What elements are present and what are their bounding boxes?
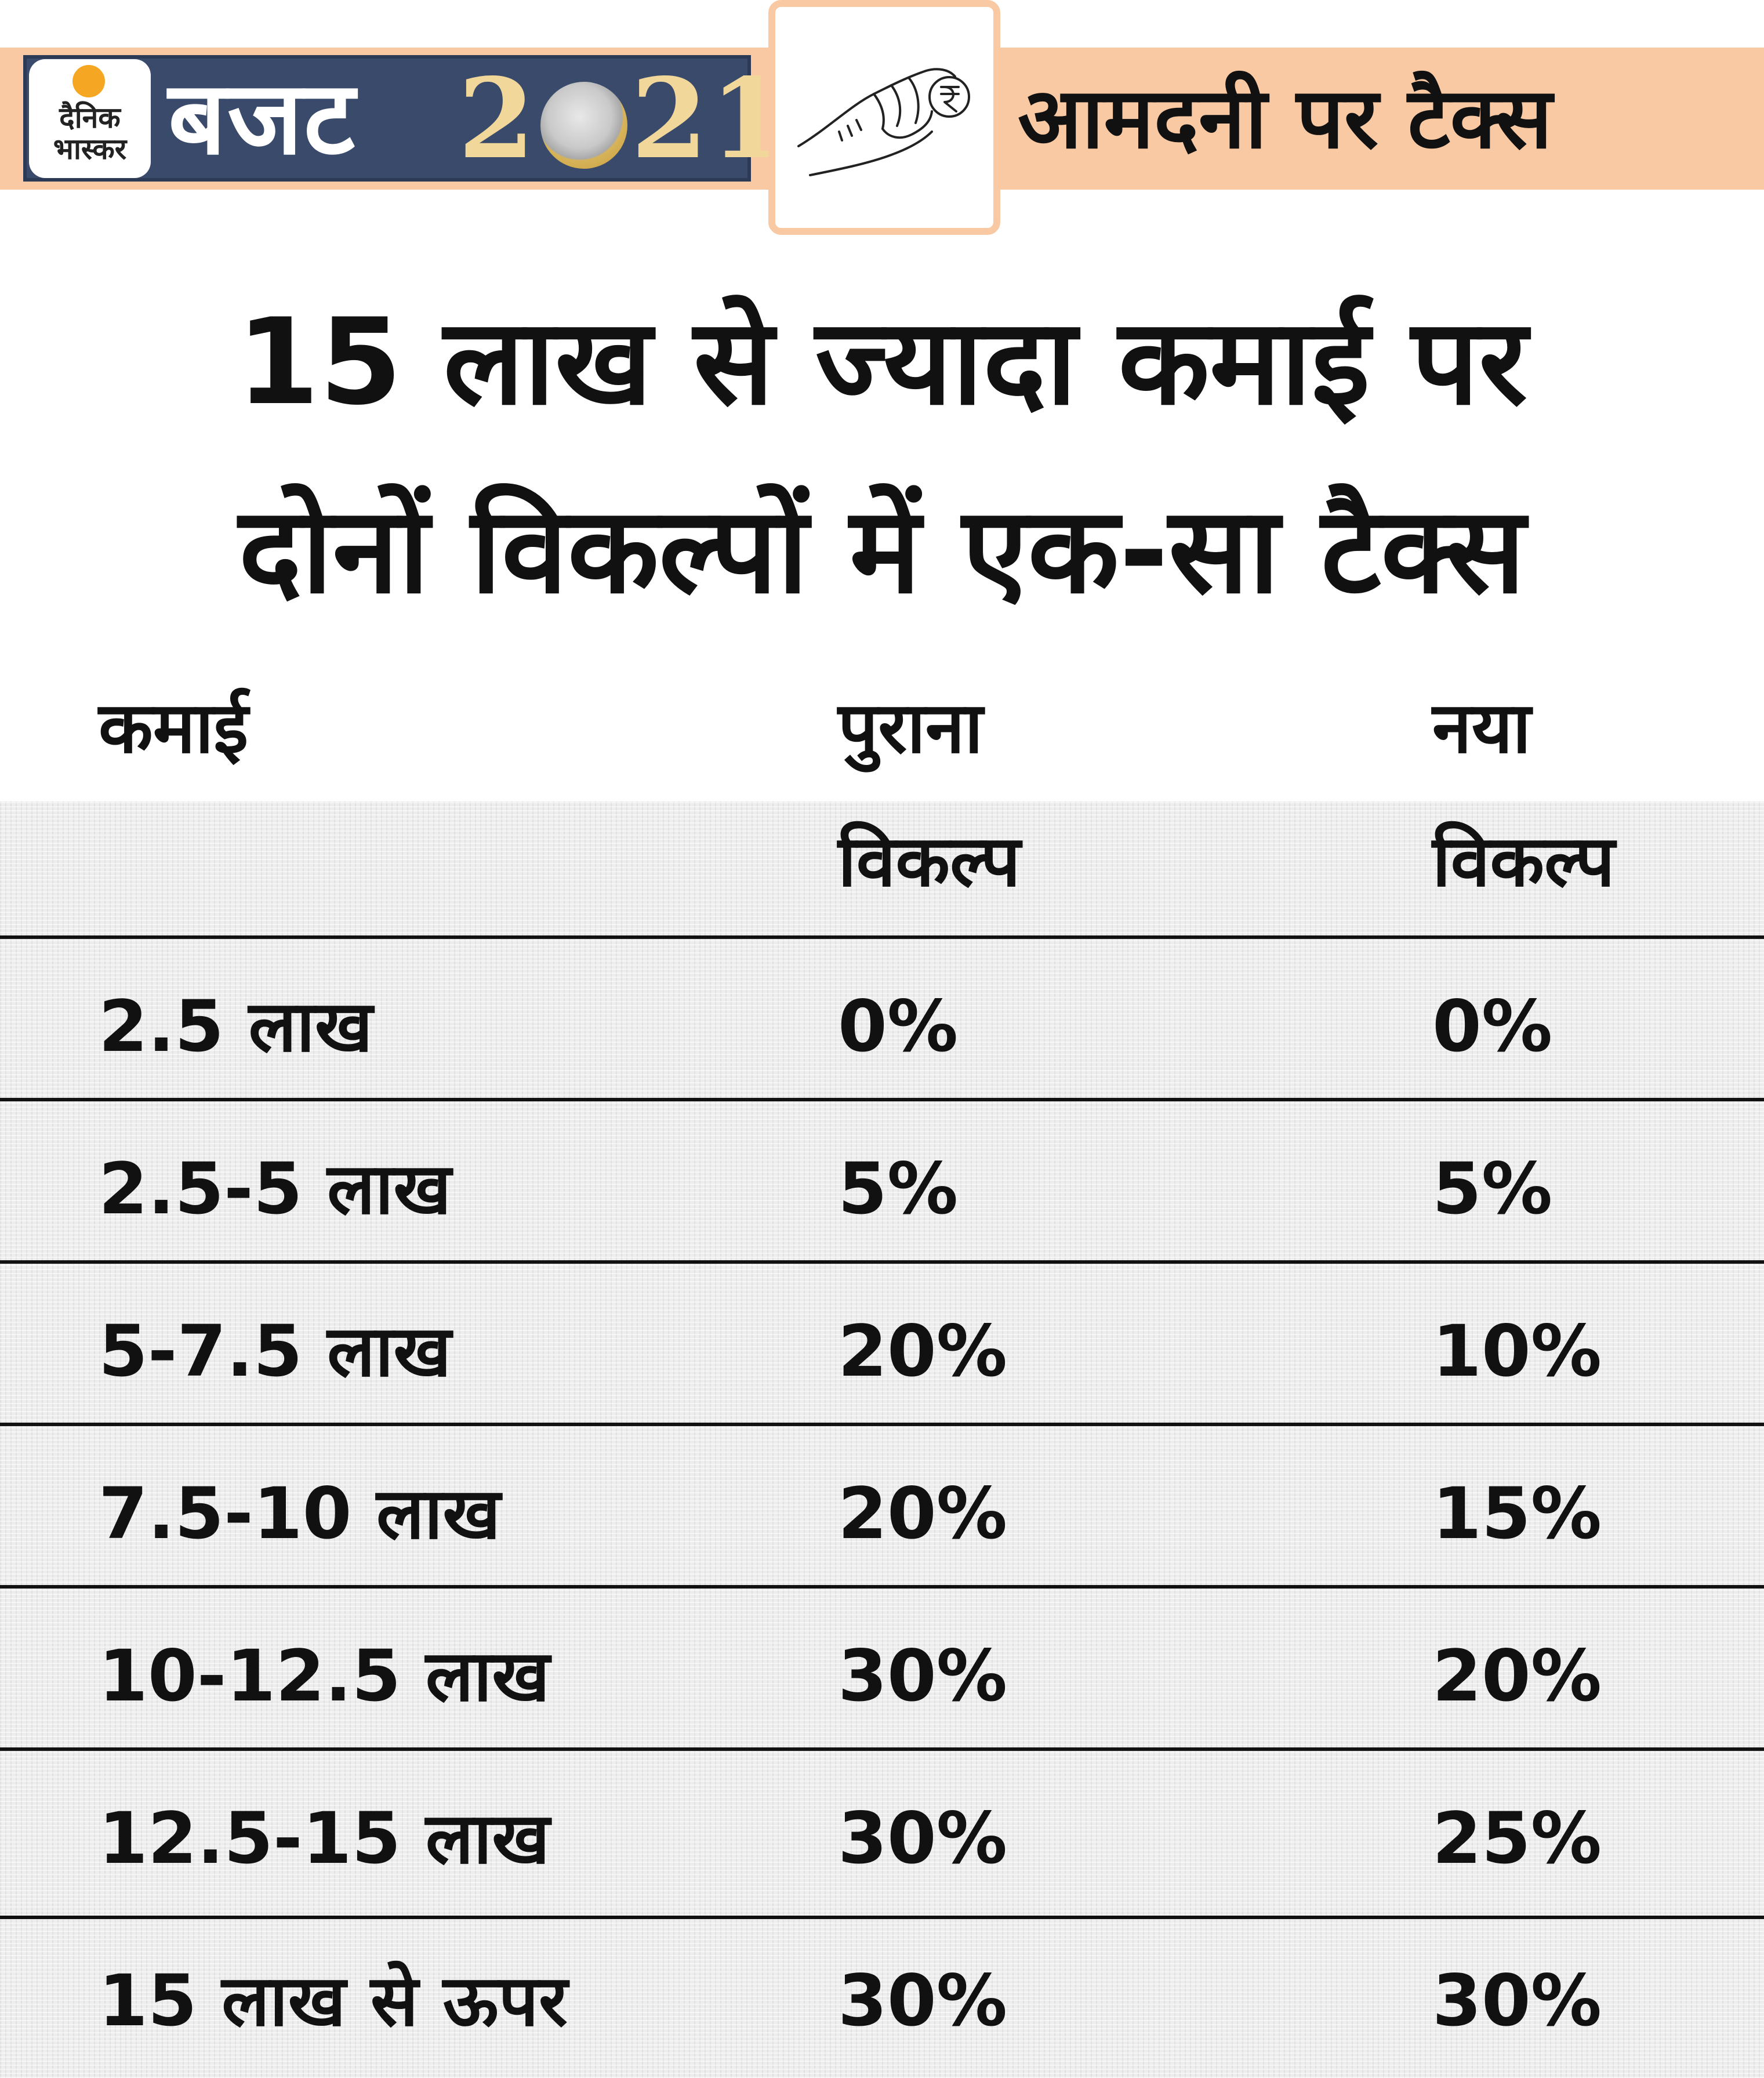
table-cell-old: 20% [838,1310,1008,1392]
year-digit-left: 2 [458,54,538,183]
table-cell-old: 30% [838,1960,1008,2042]
column-header-old-line2: विकल्प [838,820,1021,902]
sun-icon [72,65,105,97]
table-cell-income: 7.5-10 लाख [99,1473,501,1555]
budget-year: 2 21 [458,61,789,177]
table-rule [0,1098,1764,1101]
table-cell-new: 30% [1432,1960,1602,2042]
table-cell-new: 20% [1432,1635,1602,1717]
column-header-new-line1: नया [1432,687,1531,769]
table-rule [0,1260,1764,1264]
logo-text-line2: भास्कर [53,132,127,166]
table-cell-new: 0% [1432,985,1553,1068]
rupee-coin-icon [540,81,628,169]
budget-word: बजट [168,60,356,177]
table-cell-income: 12.5-15 लाख [99,1797,550,1880]
table-cell-old: 0% [838,985,959,1068]
header-subtitle: आमदनी पर टैक्स [1018,70,1552,168]
tax-table-background [0,802,1764,2078]
table-cell-new: 10% [1432,1310,1602,1392]
hand-holding-rupee-icon [797,68,970,176]
hand-rupee-card [768,0,1000,235]
table-rule [0,1916,1764,1919]
table-cell-old: 20% [838,1473,1008,1555]
headline-line1: 15 लाख से ज्यादा कमाई पर [237,293,1527,431]
table-cell-income: 2.5 लाख [99,985,373,1068]
table-cell-income: 15 लाख से ऊपर [99,1960,568,2042]
table-rule [0,1585,1764,1589]
table-cell-old: 5% [838,1148,959,1230]
table-cell-income: 10-12.5 लाख [99,1635,550,1717]
table-rule [0,1423,1764,1426]
year-digits-right: 21 [631,54,789,183]
table-cell-new: 25% [1432,1797,1602,1880]
column-header-new-line2: विकल्प [1432,820,1615,902]
table-cell-old: 30% [838,1635,1008,1717]
table-rule [0,935,1764,939]
table-cell-income: 2.5-5 लाख [99,1148,452,1230]
headline-line2: दोनों विकल्पों में एक-सा टैक्स [238,482,1526,620]
table-cell-old: 30% [838,1797,1008,1880]
table-cell-new: 5% [1432,1148,1553,1230]
table-rule [0,1747,1764,1751]
logo-text-line1: दैनिक [59,101,121,135]
table-cell-income: 5-7.5 लाख [99,1310,452,1392]
column-header-income: कमाई [99,687,249,769]
column-header-old-line1: पुराना [838,687,983,769]
table-cell-new: 15% [1432,1473,1602,1555]
